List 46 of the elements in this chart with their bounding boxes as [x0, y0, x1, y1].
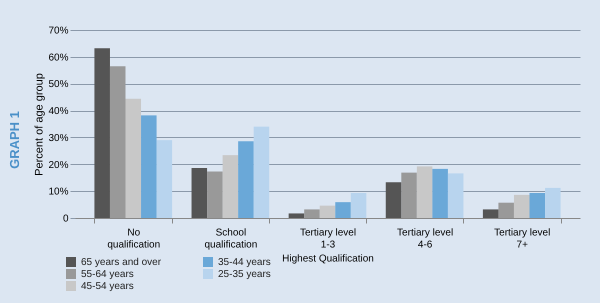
bar: [530, 193, 546, 218]
y-tick-label: 70%: [48, 26, 69, 36]
bar: [482, 209, 498, 218]
y-tick-label: 10%: [48, 186, 69, 198]
caption: GRAPH 1: [7, 111, 22, 169]
y-tick-label: 30%: [48, 132, 69, 144]
y-tick-label: 60%: [48, 52, 69, 64]
bar: [335, 202, 351, 218]
bar: [238, 141, 254, 218]
x-tick-label: Tertiary level 1-3: [300, 228, 356, 250]
bar: [94, 48, 110, 218]
bar: [545, 188, 561, 218]
y-axis-title: Percent of age group: [33, 73, 46, 176]
bar: [350, 193, 366, 218]
bar: [126, 98, 142, 218]
y-tick-label: 50%: [48, 79, 69, 90]
legend-label: 25-35 years: [218, 269, 271, 280]
y-tick-label: 0: [62, 214, 69, 224]
bar: [156, 140, 172, 218]
legend-label: 55-64 years: [81, 269, 134, 280]
bar: [432, 168, 448, 218]
legend-label: 45-54 years: [81, 281, 134, 292]
bar: [254, 126, 270, 218]
bar: [288, 213, 304, 218]
bar: [401, 172, 417, 218]
bar: [110, 66, 126, 218]
bar: [304, 209, 320, 218]
x-tick-label: Tertiary level 4-6: [397, 228, 454, 250]
bar: [416, 166, 432, 218]
bar: [192, 168, 208, 218]
bar: [141, 115, 157, 218]
bar: [448, 173, 464, 218]
x-axis-title: Highest Qualification: [282, 254, 374, 264]
legend-label: 35-44 years: [218, 257, 271, 268]
x-tick-label: Tertiary level 7+: [494, 228, 550, 250]
bar: [498, 202, 514, 218]
y-tick-label: 20%: [48, 160, 69, 171]
bar: [386, 182, 402, 218]
y-tick-label: 40%: [48, 106, 69, 118]
bar: [514, 194, 530, 218]
bar: [320, 206, 336, 218]
bar: [222, 155, 238, 218]
legend-label: 65 years and over: [81, 257, 162, 268]
x-tick-label: No qualification: [107, 228, 160, 250]
x-tick-label: School qualification: [204, 228, 258, 250]
bar: [207, 172, 223, 218]
